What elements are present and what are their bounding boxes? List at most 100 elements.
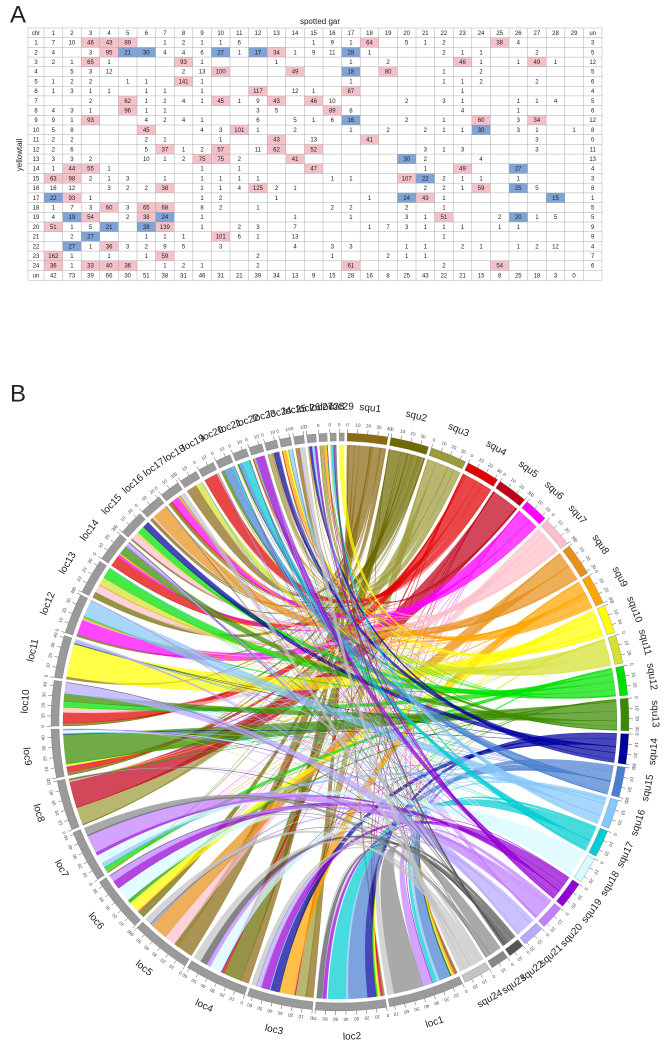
cell-text: 8: [70, 128, 74, 134]
tick-mark: [567, 540, 571, 544]
cell-text: 5: [591, 50, 595, 56]
cell-highlight: [81, 212, 100, 222]
cell-text: 1: [424, 167, 428, 173]
tick-mark: [230, 449, 233, 454]
tick-mark: [186, 968, 190, 973]
tick-label: 20: [61, 607, 68, 614]
cell-highlight: [155, 222, 175, 232]
cell-text: 1: [107, 60, 111, 66]
chromosome-label: squ1: [359, 402, 382, 415]
cell-text: 1: [312, 89, 316, 95]
header-text: 2: [70, 31, 74, 37]
tick-label: 20: [111, 912, 118, 919]
cell-text: 18: [348, 70, 355, 76]
synteny-ribbon: [165, 506, 506, 945]
chromosome-label: loc24: [267, 405, 293, 420]
cell-text: 2: [275, 186, 279, 192]
tick-mark: [291, 1006, 293, 1011]
cell-text: 25: [515, 273, 522, 279]
cell-text: 61: [348, 264, 355, 270]
cell-text: 34: [534, 118, 541, 124]
header-text: 15: [33, 176, 40, 182]
cell-text: 2: [461, 244, 465, 250]
cell-highlight: [118, 105, 137, 116]
header-text: 1: [34, 41, 38, 47]
header-text: 2: [34, 50, 38, 56]
cell-text: 4: [293, 244, 297, 250]
tick-mark: [69, 834, 74, 837]
cell-text: 2: [386, 128, 390, 134]
chromosome-band: [521, 501, 546, 525]
tick-label: 20: [603, 586, 610, 593]
cell-text: 1: [163, 264, 167, 270]
tick-mark: [579, 884, 583, 887]
cell-text: 2: [70, 138, 74, 144]
cell-text: 54: [496, 264, 503, 270]
tick-label: 0: [154, 485, 159, 491]
cell-text: 2: [442, 264, 446, 270]
header-text: 19: [33, 215, 40, 221]
tick-label: 20: [443, 996, 450, 1003]
chromosome-band: [72, 829, 105, 880]
cell-text: 3: [126, 206, 130, 212]
header-text: 7: [34, 99, 38, 105]
header-text: 29: [571, 31, 578, 37]
cell-highlight: [490, 37, 509, 48]
synteny-ribbon: [299, 447, 465, 972]
synteny-ribbon: [234, 465, 487, 958]
header-text: chr: [32, 31, 40, 37]
cell-text: 37: [162, 147, 169, 153]
cell-text: 43: [106, 41, 113, 47]
tick-label: 30: [71, 853, 78, 860]
cell-text: 0: [591, 138, 595, 144]
cell-text: 12: [589, 60, 596, 66]
tick-mark: [243, 994, 245, 999]
header-text: 18: [366, 31, 373, 37]
tick-mark: [49, 684, 54, 686]
chromosome-band: [232, 448, 249, 462]
header-text: 14: [33, 167, 40, 173]
tick-label: 20: [584, 555, 591, 562]
tick-label: 10: [400, 428, 406, 434]
chromosome-band: [339, 432, 345, 442]
tick-label: 50: [333, 1017, 339, 1022]
cell-text: 15: [329, 273, 336, 279]
cell-text: 4: [591, 244, 595, 250]
tick-mark: [53, 780, 58, 782]
tick-mark: [78, 590, 82, 593]
chromosome-label: loc6: [86, 911, 106, 933]
cell-text: 52: [310, 147, 317, 153]
cell-text: 0: [572, 273, 576, 279]
cell-text: 3: [554, 273, 558, 279]
tick-mark: [139, 508, 143, 512]
tick-mark: [94, 879, 98, 882]
cell-text: 2: [52, 138, 56, 144]
cell-text: 1: [145, 89, 149, 95]
cell-highlight: [453, 163, 472, 174]
tick-label: 10: [57, 616, 64, 623]
header-text: 17: [348, 31, 355, 37]
cell-text: 39: [255, 273, 262, 279]
tick-mark: [480, 974, 483, 979]
tick-mark: [270, 1002, 273, 1007]
tick-label: 20: [41, 702, 46, 708]
tick-label: 60: [127, 930, 134, 937]
synteny-ribbon: [165, 506, 572, 875]
tick-label: 30: [209, 987, 216, 994]
cell-text: 1: [219, 186, 223, 192]
cell-text: 33: [87, 264, 94, 270]
tick-label: 20: [564, 527, 571, 534]
tick-label: 20: [528, 945, 535, 952]
tick-mark: [594, 858, 599, 862]
cell-highlight: [341, 260, 361, 271]
cell-text: 5: [89, 225, 93, 231]
cell-highlight: [137, 125, 156, 135]
cell-text: 59: [478, 186, 485, 192]
cell-text: 1: [312, 118, 316, 124]
cell-text: 60: [478, 118, 485, 124]
tick-mark: [59, 636, 64, 638]
tick-label: 0: [525, 949, 530, 955]
cell-text: 1: [424, 225, 428, 231]
tick-mark: [182, 965, 186, 970]
chromosome-label: squ11: [636, 628, 653, 657]
